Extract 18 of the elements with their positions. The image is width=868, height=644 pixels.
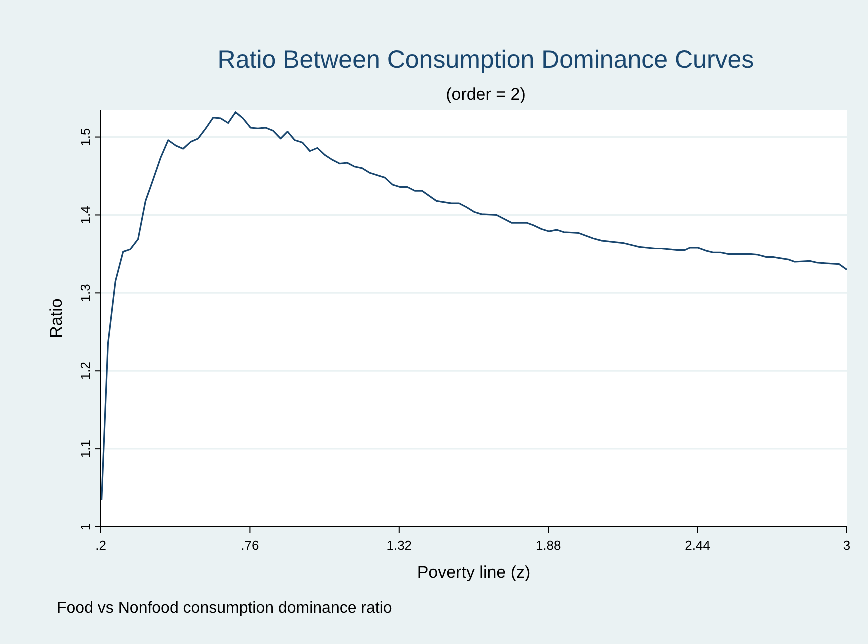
y-tick-label: 1 (78, 523, 93, 531)
x-tick-label: 3 (843, 538, 851, 553)
y-tick-label: 1.1 (78, 440, 93, 458)
text: Food vs Nonfood consumption dominance ratio (57, 600, 392, 617)
x-tick-label: 1.88 (536, 538, 562, 553)
chart-subtitle: (order = 2) (446, 85, 526, 104)
line-series (101, 112, 848, 502)
y-tick-label: 1.3 (78, 284, 93, 302)
chart-title: Ratio Between Consumption Dominance Curves (218, 46, 754, 74)
y-tick-label: 1.4 (78, 206, 93, 224)
y-tick-label: 1.5 (78, 128, 93, 146)
x-tick-label: .2 (96, 538, 106, 553)
x-tick-label: 1.32 (386, 538, 412, 553)
x-axis-title: Poverty line (z) (417, 563, 531, 582)
y-axis-title: Ratio (47, 298, 66, 338)
y-tick-label: 1.2 (78, 362, 93, 380)
x-tick-label: 2.44 (685, 538, 710, 553)
x-tick-label: .76 (241, 538, 260, 553)
